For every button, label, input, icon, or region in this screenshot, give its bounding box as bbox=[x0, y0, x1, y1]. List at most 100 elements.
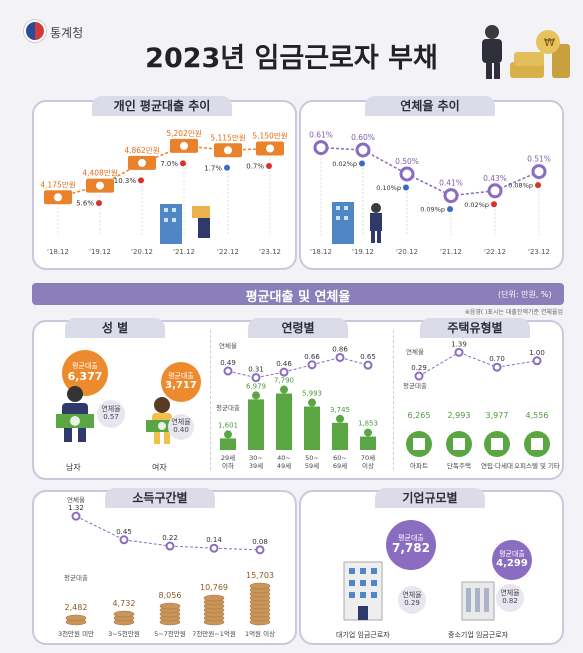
building-worried-person-illustration bbox=[332, 202, 382, 244]
age-group-label: 이상 bbox=[362, 461, 374, 470]
change-rate: 0.10%p bbox=[376, 184, 401, 192]
delinquency-value: 0.41% bbox=[439, 179, 463, 188]
section-title: 평균대출 및 연체율 bbox=[245, 290, 351, 305]
loan-trend-chart: '18.12 '19.12 '20.12 '21.12 '22.12 '23.12 4,17… bbox=[40, 129, 287, 256]
delinquency-value: 0.14 bbox=[206, 536, 222, 544]
income-bracket-label: 3천만원 미만 bbox=[58, 629, 94, 638]
delinquency-point bbox=[355, 142, 371, 158]
delinquency-value: 0.51% bbox=[527, 155, 551, 164]
loan-label: 평균대출 bbox=[216, 403, 240, 412]
firm-size-title: 기업규모별 bbox=[375, 488, 485, 508]
year-label: '18.12 bbox=[47, 248, 69, 256]
loan-value: 5,202만원 bbox=[166, 129, 201, 138]
logo-icon bbox=[24, 20, 46, 42]
down-arrow-icon bbox=[224, 164, 230, 171]
loan-bar bbox=[220, 438, 236, 450]
coin-stack-icon bbox=[65, 614, 87, 622]
down-arrow-icon bbox=[403, 184, 409, 191]
housing-type-label: 단독주택 bbox=[447, 461, 471, 470]
age-group-label: 70세 bbox=[361, 453, 375, 462]
up-arrow-icon bbox=[96, 200, 102, 207]
up-arrow-icon bbox=[138, 177, 144, 184]
delinquency-point bbox=[255, 545, 265, 555]
loan-value: 6,979 bbox=[246, 382, 266, 390]
delinquency-point bbox=[165, 541, 175, 551]
male-worker-icon bbox=[56, 386, 94, 442]
year-label: '21.12 bbox=[440, 248, 462, 256]
shading-note: ※음영( )표시는 대출잔액기준 연체율임 bbox=[464, 309, 563, 316]
income-bracket-label: 3~5천만원 bbox=[108, 629, 140, 638]
loan-label: 평균대출 bbox=[403, 381, 427, 390]
delinquency-value: 0.43% bbox=[483, 174, 507, 183]
income-bracket-label: 1억원 이상 bbox=[245, 629, 275, 638]
delinquency-value: 1.32 bbox=[68, 504, 84, 512]
delinquency-point bbox=[363, 360, 373, 370]
sme-loan-badge: 평균대출 4,299 bbox=[492, 540, 532, 580]
year-label: '22.12 bbox=[217, 248, 239, 256]
loan-bar bbox=[332, 422, 348, 450]
delinquency-point bbox=[454, 347, 464, 357]
delinquency-point bbox=[313, 140, 329, 156]
female-delinquency-badge: 연체율 0.40 bbox=[168, 414, 194, 440]
person-icon bbox=[308, 398, 316, 407]
large-company-building-icon bbox=[343, 561, 383, 621]
loan-value: 4,862만원 bbox=[124, 146, 159, 155]
age-group-label: 이하 bbox=[222, 461, 234, 470]
year-label: '23.12 bbox=[259, 248, 281, 256]
delinquency-value: 0.70 bbox=[489, 355, 505, 363]
age-group-label: 49세 bbox=[277, 461, 291, 470]
unit-label: (단위: 만원, %) bbox=[498, 290, 552, 299]
delinquency-point bbox=[531, 164, 547, 180]
delinquency-value: 0.66 bbox=[304, 353, 320, 361]
delinquency-point bbox=[414, 371, 424, 381]
building-money-illustration bbox=[160, 204, 210, 244]
change-rate: 0.02%p bbox=[464, 201, 489, 209]
delinquency-point bbox=[71, 511, 81, 521]
delinquency-value: 0.22 bbox=[162, 534, 178, 542]
male-delinquency-badge: 연체율 0.57 bbox=[97, 400, 125, 428]
loan-bar bbox=[276, 393, 292, 450]
delinquency-trend-chart: '18.12 '19.12 '20.12 '21.12 '22.12 '23.12 0.61… bbox=[309, 131, 551, 256]
loan-bar bbox=[248, 399, 264, 450]
change-rate: 5.6% bbox=[76, 200, 94, 208]
up-arrow-icon bbox=[535, 182, 541, 189]
coin-stack-icon bbox=[113, 610, 135, 618]
up-arrow-icon bbox=[180, 160, 186, 167]
up-arrow-icon bbox=[266, 163, 272, 169]
delinquency-point bbox=[492, 362, 502, 372]
year-label: '21.12 bbox=[173, 248, 195, 256]
loan-value: 7,790 bbox=[274, 377, 294, 385]
change-rate: 10.3% bbox=[114, 177, 137, 185]
housing-title: 주택유형별 bbox=[420, 318, 530, 338]
delinquency-point bbox=[532, 356, 542, 366]
loan-value: 6,265 bbox=[408, 411, 431, 420]
income-bracket-label: 7천만원~1억원 bbox=[192, 629, 236, 638]
year-label: '22.12 bbox=[484, 248, 506, 256]
delinquency-point bbox=[335, 352, 345, 362]
change-rate: 0.02%p bbox=[332, 160, 357, 168]
loan-value: 3,977 bbox=[486, 411, 509, 420]
loan-value: 5,993 bbox=[302, 390, 322, 398]
female-loan-badge: 평균대출 3,717 bbox=[161, 362, 201, 402]
female-label: 여자 bbox=[152, 463, 167, 472]
person-icon bbox=[252, 391, 260, 400]
section-banner bbox=[32, 283, 564, 305]
demographics-panel bbox=[32, 320, 564, 480]
delinquency-label: 연체율 bbox=[67, 496, 85, 504]
loan-trend-title: 개인 평균대출 추이 bbox=[92, 96, 232, 116]
age-group-label: 30~ bbox=[249, 454, 263, 462]
delinquency-point bbox=[487, 183, 503, 199]
housing-type-label: 연립·다세대 bbox=[481, 461, 513, 470]
loan-value: 4,732 bbox=[113, 599, 136, 608]
delinquency-point bbox=[209, 543, 219, 553]
change-rate: 0.08%p bbox=[508, 182, 533, 190]
person-icon bbox=[224, 430, 232, 439]
year-label: '20.12 bbox=[396, 248, 418, 256]
loan-label: 평균대출 bbox=[64, 573, 88, 582]
delinquency-value: 0.50% bbox=[395, 157, 419, 166]
sme-delinquency-badge: 연체율 0.82 bbox=[496, 584, 524, 612]
up-arrow-icon bbox=[491, 201, 497, 208]
